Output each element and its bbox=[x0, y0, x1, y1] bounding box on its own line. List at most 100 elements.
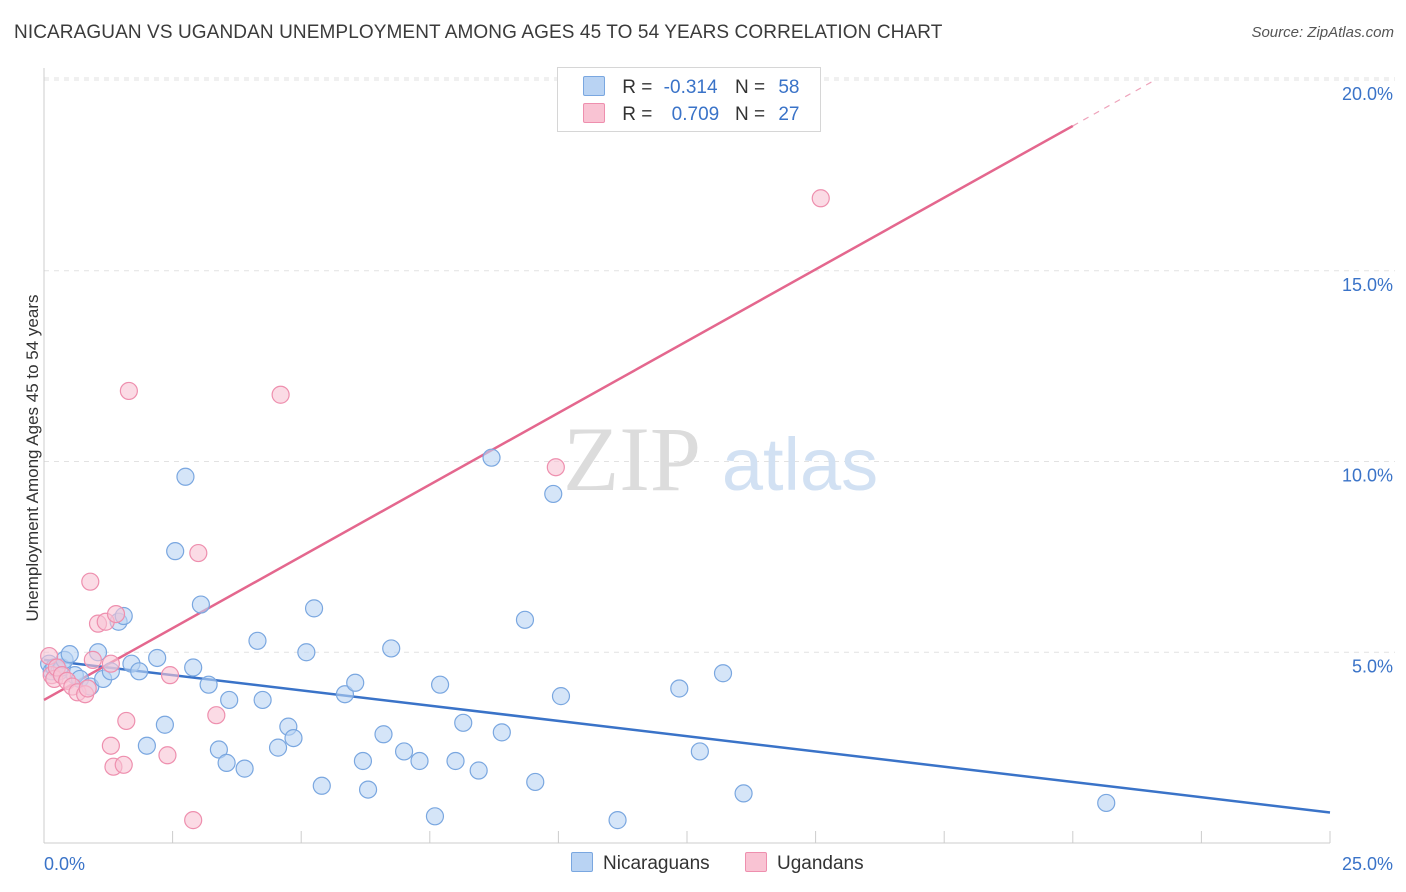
ugandans-point bbox=[546, 458, 565, 477]
y-tick-label: 20.0% bbox=[1342, 84, 1393, 104]
nicaraguans-point bbox=[608, 811, 627, 830]
nicaraguans-point bbox=[253, 690, 272, 710]
nicaraguans-point bbox=[304, 599, 324, 618]
nicaraguans-point bbox=[312, 776, 331, 795]
nicaraguans-point bbox=[1097, 793, 1116, 813]
nicaraguans-swatch bbox=[571, 852, 593, 872]
gridlines bbox=[44, 77, 1395, 653]
nicaraguans-point bbox=[734, 784, 753, 803]
r-value: -0.314 bbox=[663, 77, 718, 98]
nicaraguans-point bbox=[191, 595, 210, 614]
nicaraguans-point bbox=[220, 690, 239, 710]
nicaraguans-point bbox=[526, 772, 545, 792]
nicaraguans-point bbox=[410, 751, 429, 771]
nicaraguans-point bbox=[176, 467, 195, 486]
trend-lines bbox=[43, 79, 1331, 814]
legend-item-nicaraguans[interactable]: Nicaraguans bbox=[571, 852, 710, 875]
legend-label: Ugandans bbox=[777, 853, 864, 874]
chart-title: NICARAGUAN VS UGANDAN UNEMPLOYMENT AMONG… bbox=[14, 22, 943, 43]
ugandans-trend-line bbox=[43, 124, 1074, 702]
ugandans-point bbox=[271, 385, 290, 404]
nicaraguans-point bbox=[217, 753, 236, 772]
nicaraguans-point bbox=[284, 728, 303, 748]
nicaraguans-point bbox=[148, 648, 167, 668]
n-label: N = bbox=[734, 104, 766, 125]
nicaraguans-trend-line bbox=[43, 658, 1331, 814]
nicaraguans-point bbox=[382, 639, 401, 658]
source-label: Source: ZipAtlas.com bbox=[1251, 24, 1394, 41]
nicaraguans-point bbox=[469, 761, 488, 780]
ugandans-point bbox=[811, 189, 830, 208]
nicaraguans-point bbox=[199, 675, 218, 694]
nicaraguans-point bbox=[235, 759, 254, 778]
nicaraguans-point bbox=[690, 742, 709, 761]
y-tick-label: 10.0% bbox=[1342, 466, 1393, 486]
ugandans-trend-extension bbox=[1072, 79, 1156, 127]
nicaraguans-point bbox=[492, 723, 511, 742]
ugandans-point bbox=[160, 666, 180, 685]
nicaraguans-point bbox=[454, 713, 473, 732]
nicaraguans-point bbox=[425, 807, 445, 826]
nicaraguans-point bbox=[248, 631, 267, 650]
nicaraguans-point bbox=[544, 484, 563, 504]
nicaraguans-point bbox=[130, 662, 149, 681]
correlation-legend: R = -0.314 N = 58 R = 0.709 N = 27 bbox=[557, 67, 821, 132]
y-tick-label: 5.0% bbox=[1352, 656, 1393, 676]
watermark: ZIP atlas bbox=[563, 408, 878, 510]
ugandans-swatch bbox=[583, 103, 605, 123]
legend-label: Nicaraguans bbox=[603, 853, 710, 874]
axes bbox=[43, 68, 1331, 844]
ugandans-point bbox=[101, 736, 120, 755]
nicaraguans-point bbox=[209, 740, 228, 759]
nicaraguans-point bbox=[353, 751, 373, 771]
nicaraguans-point bbox=[297, 643, 316, 662]
r-value: 0.709 bbox=[671, 104, 720, 125]
nicaraguans-point bbox=[184, 658, 203, 677]
n-label: N = bbox=[734, 77, 766, 98]
ugandans-point bbox=[114, 755, 133, 774]
watermark-atlas: atlas bbox=[722, 423, 878, 506]
nicaraguans-point bbox=[446, 751, 465, 771]
x-tick-label: 25.0% bbox=[1342, 854, 1393, 874]
nicaraguans-point bbox=[268, 738, 288, 757]
nicaraguans-point bbox=[670, 679, 689, 698]
ugandans-point bbox=[119, 381, 138, 401]
nicaraguans-point bbox=[155, 715, 174, 734]
nicaraguans-swatch bbox=[583, 76, 605, 96]
n-value: 27 bbox=[778, 104, 800, 125]
data-points bbox=[40, 189, 1116, 830]
nicaraguans-point bbox=[482, 448, 501, 467]
ugandans-point bbox=[78, 679, 97, 698]
ugandans-point bbox=[101, 654, 120, 673]
legend-row-nicaraguans: R = -0.314 N = 58 bbox=[583, 76, 799, 100]
ugandans-point bbox=[106, 604, 126, 624]
nicaraguans-point bbox=[713, 664, 733, 683]
legend-row-ugandans: R = 0.709 N = 27 bbox=[583, 103, 799, 127]
ugandans-point bbox=[117, 711, 136, 731]
nicaraguans-point bbox=[335, 685, 355, 704]
nicaraguans-point bbox=[346, 673, 365, 692]
ugandans-swatch bbox=[745, 852, 767, 872]
legend-item-ugandans[interactable]: Ugandans bbox=[745, 852, 864, 875]
ugandans-point bbox=[158, 746, 177, 765]
nicaraguans-point bbox=[358, 780, 378, 799]
ugandans-point bbox=[83, 650, 102, 669]
x-tick-label: 0.0% bbox=[44, 854, 85, 874]
watermark-zip: ZIP bbox=[563, 408, 701, 510]
nicaraguans-point bbox=[166, 542, 185, 561]
nicaraguans-point bbox=[551, 687, 571, 706]
ugandans-point bbox=[189, 543, 208, 563]
r-label: R = bbox=[622, 77, 653, 98]
ugandans-point bbox=[81, 572, 100, 591]
nicaraguans-point bbox=[394, 742, 414, 761]
ugandans-point bbox=[207, 706, 226, 725]
tick-labels: 5.0% 10.0% 15.0% 20.0% 0.0% 25.0% bbox=[44, 84, 1393, 874]
r-label: R = bbox=[622, 104, 653, 125]
nicaraguans-point bbox=[515, 610, 535, 629]
y-axis-title: Unemployment Among Ages 45 to 54 years bbox=[23, 294, 42, 622]
nicaraguans-point bbox=[60, 645, 79, 664]
y-tick-label: 15.0% bbox=[1342, 275, 1393, 295]
nicaraguans-point bbox=[137, 736, 156, 755]
ugandans-point bbox=[184, 811, 203, 830]
